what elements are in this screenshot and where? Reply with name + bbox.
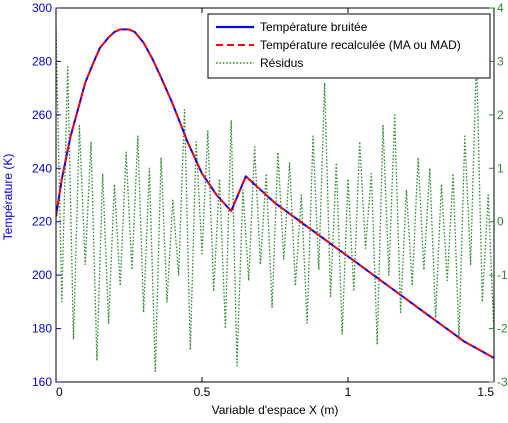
series-line-2 <box>56 29 494 372</box>
y-right-tick-label-2: -1 <box>497 268 508 282</box>
legend-label-1: Température recalculée (MA ou MAD) <box>260 38 461 52</box>
y-left-tick-label-4: 240 <box>32 161 52 175</box>
legend-box <box>207 13 491 79</box>
y-left-tick-label-0: 160 <box>32 375 52 389</box>
y-right-tick-label-5: 2 <box>497 108 504 122</box>
legend-label-0: Température bruitée <box>260 20 368 34</box>
plot-area <box>56 28 494 372</box>
legend: Température bruitée Température recalculé… <box>207 13 491 79</box>
y-left-tick-label-7: 300 <box>32 1 52 15</box>
x-tick-label-1: 0.5 <box>194 385 211 399</box>
y-axis-label: Température (K) <box>1 154 15 241</box>
y-right-tick-label-4: 1 <box>497 161 504 175</box>
y-right-tick-label-3: 0 <box>497 215 504 229</box>
series-line-1 <box>56 28 494 359</box>
y-right-tick-label-6: 3 <box>497 54 504 68</box>
x-tick-label-3: 1.5 <box>477 385 494 399</box>
y-right-tick-label-7: 4 <box>497 1 504 15</box>
x-tick-label-0: 0 <box>56 385 63 399</box>
y-left-tick-label-2: 200 <box>32 268 52 282</box>
y-left-tick-label-3: 220 <box>32 215 52 229</box>
axes: 0 0.5 1 1.5 160 180 200 220 240 260 280 300 -3 -2 -1 0 1… <box>32 1 508 399</box>
plot-series <box>56 28 494 372</box>
x-tick-label-2: 1 <box>345 385 352 399</box>
y-left-tick-label-1: 180 <box>32 322 52 336</box>
y-left-tick-label-5: 260 <box>32 108 52 122</box>
plot-frame <box>55 7 495 383</box>
y-right-tick-label-1: -2 <box>497 322 508 336</box>
legend-label-2: Résidus <box>260 56 303 70</box>
x-axis-label: Variable d'espace X (m) <box>212 403 339 417</box>
y-right-tick-label-0: -3 <box>497 375 508 389</box>
y-left-tick-label-6: 280 <box>32 54 52 68</box>
